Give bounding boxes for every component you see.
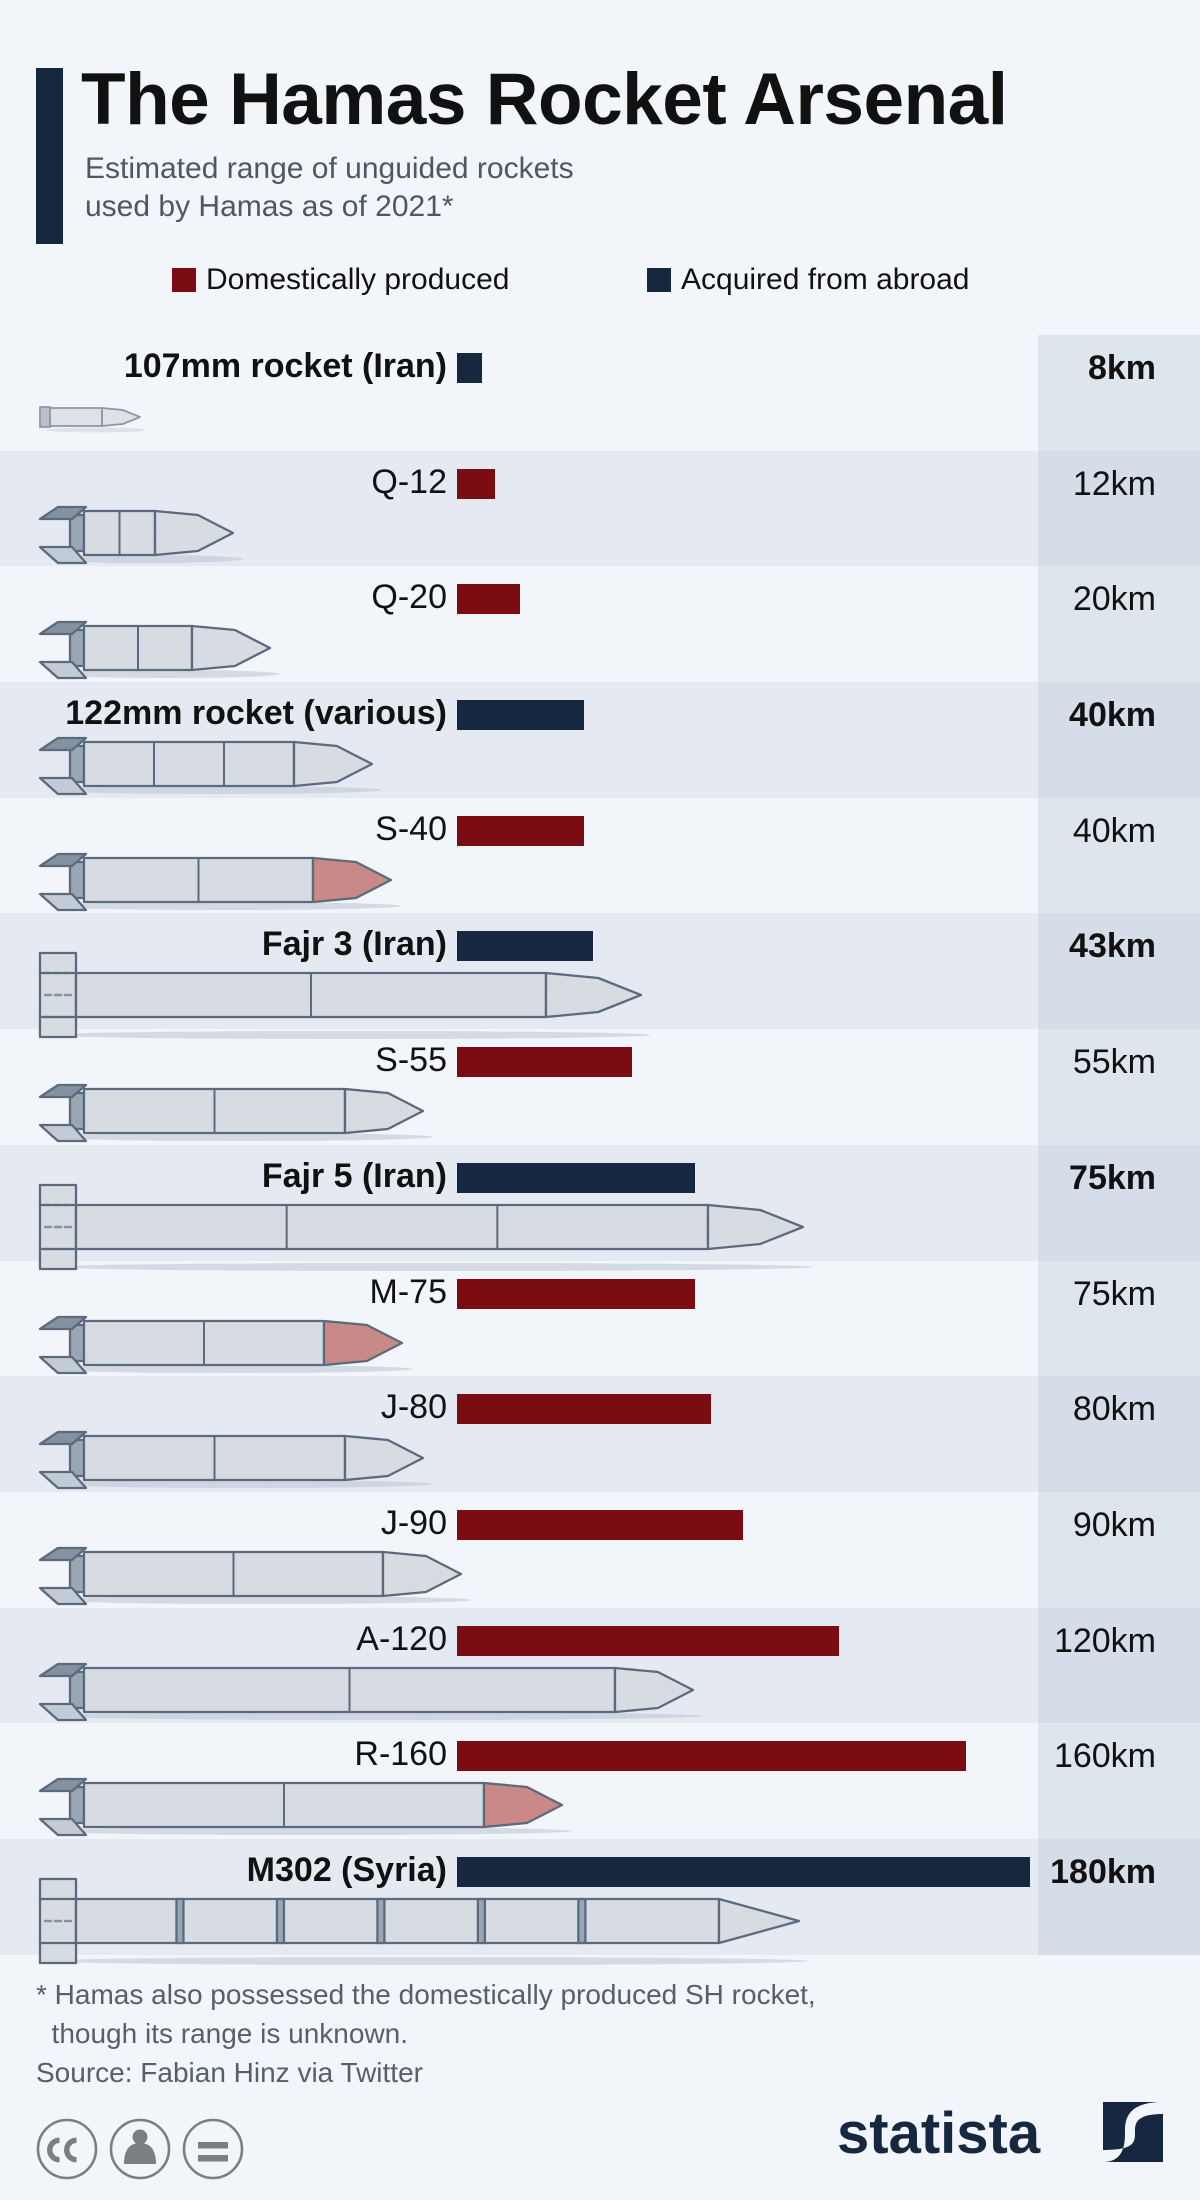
svg-text:statista: statista xyxy=(837,2101,1041,2164)
